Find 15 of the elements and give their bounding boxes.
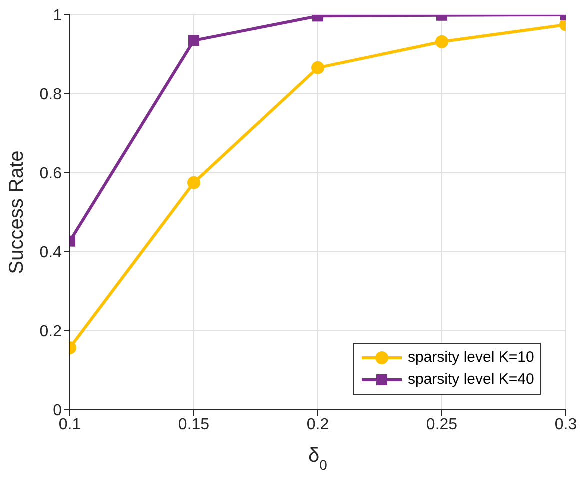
x-tick-label: 0.25	[426, 416, 458, 434]
y-tick-label: 0.2	[40, 324, 62, 341]
point	[188, 176, 200, 190]
legend-label: sparsity level K=40	[408, 370, 534, 390]
y-tick-label: 1	[53, 8, 62, 25]
legend-label: sparsity level K=10	[408, 348, 534, 368]
x-axis-title: δ$_{0}$	[308, 445, 328, 473]
y-tick-label: 0.6	[40, 166, 62, 183]
x-tick-label: 0.2	[306, 416, 330, 434]
y-tick-label: 0.4	[40, 244, 62, 262]
x-tick-label: 0.3	[554, 416, 578, 434]
y-tick-label: 0.8	[40, 86, 62, 104]
x-tick-label: 0.15	[178, 416, 210, 434]
y-axis-title: Success Rate	[6, 150, 28, 274]
point	[312, 61, 324, 74]
